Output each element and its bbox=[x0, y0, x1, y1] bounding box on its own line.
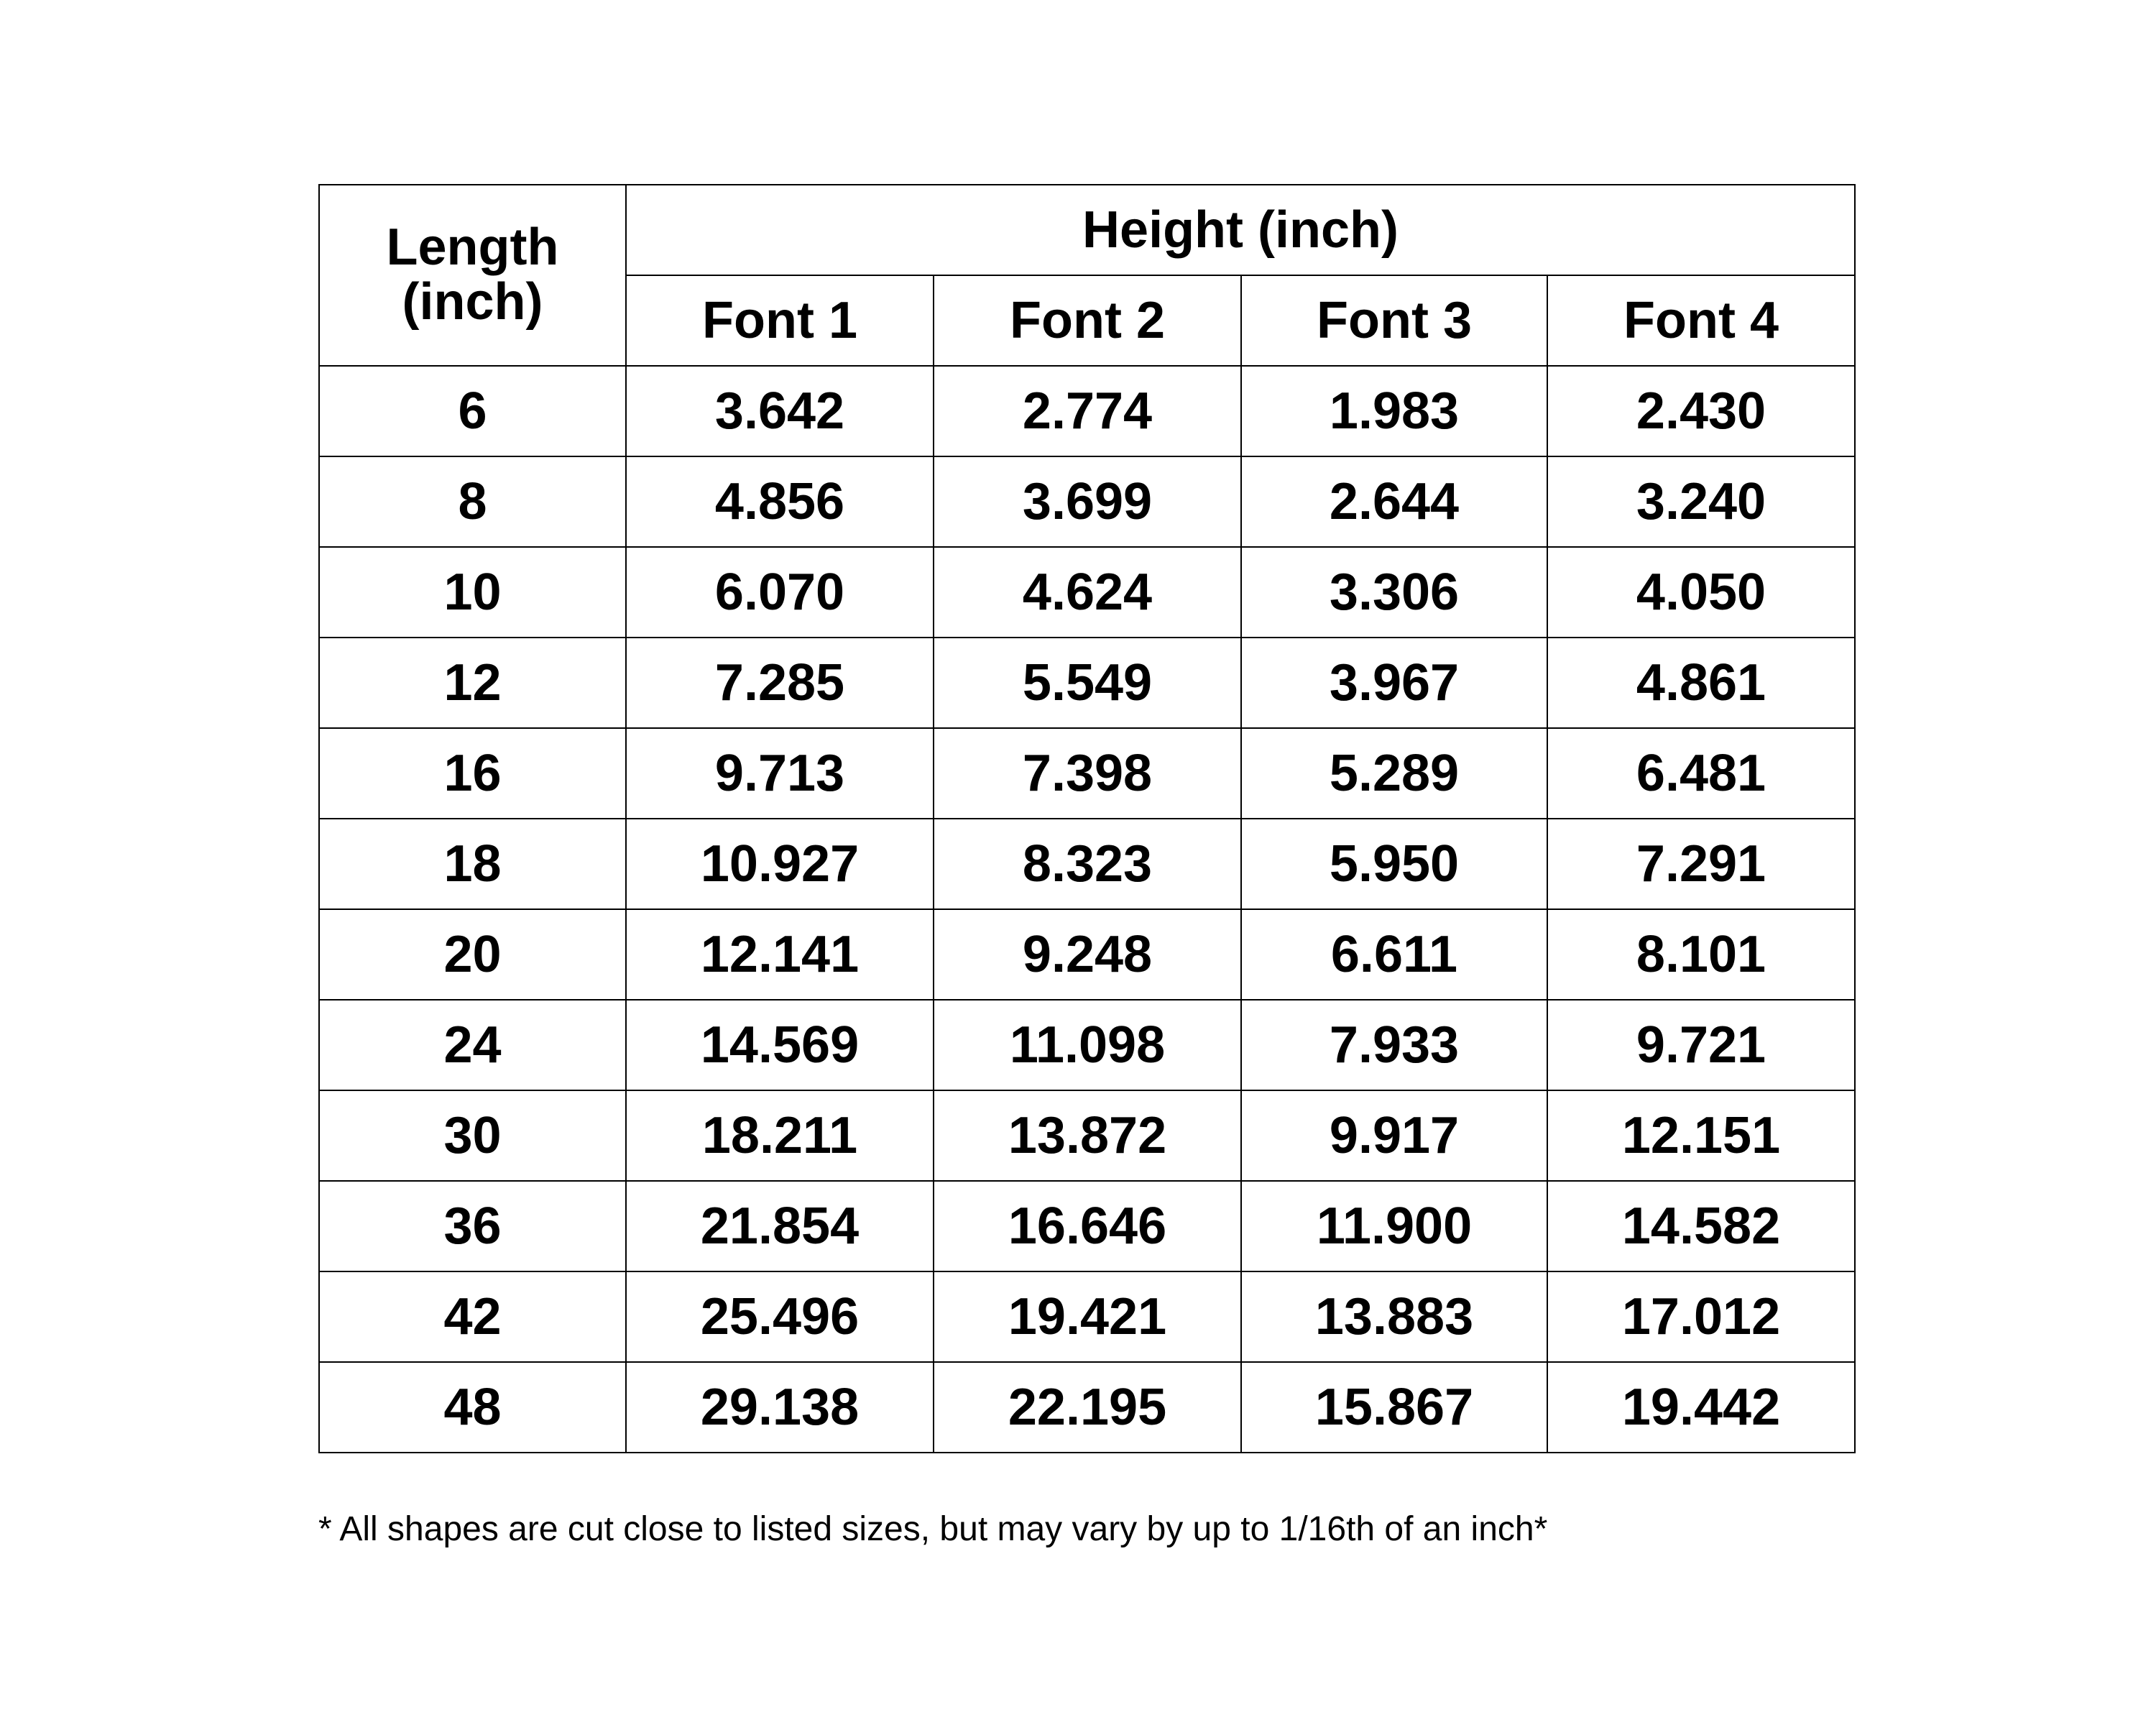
font-header: Font 2 bbox=[933, 275, 1242, 367]
table-row: 10 6.070 4.624 3.306 4.050 bbox=[318, 546, 1856, 638]
table-row: 16 9.713 7.398 5.289 6.481 bbox=[318, 727, 1856, 819]
length-cell: 12 bbox=[318, 637, 627, 729]
height-cell: 9.248 bbox=[933, 908, 1242, 1000]
height-cell: 7.285 bbox=[625, 637, 934, 729]
table-row: 8 4.856 3.699 2.644 3.240 bbox=[318, 456, 1856, 548]
height-cell: 7.933 bbox=[1240, 999, 1548, 1091]
length-cell: 16 bbox=[318, 727, 627, 819]
height-cell: 13.883 bbox=[1240, 1271, 1548, 1363]
height-cell: 11.900 bbox=[1240, 1180, 1548, 1272]
length-cell: 10 bbox=[318, 546, 627, 638]
height-cell: 6.070 bbox=[625, 546, 934, 638]
height-cell: 9.721 bbox=[1546, 999, 1856, 1091]
height-cell: 11.098 bbox=[933, 999, 1242, 1091]
font-header: Font 3 bbox=[1240, 275, 1548, 367]
length-cell: 20 bbox=[318, 908, 627, 1000]
height-cell: 3.306 bbox=[1240, 546, 1548, 638]
height-cell: 4.861 bbox=[1546, 637, 1856, 729]
height-cell: 14.582 bbox=[1546, 1180, 1856, 1272]
length-cell: 42 bbox=[318, 1271, 627, 1363]
height-cell: 19.442 bbox=[1546, 1361, 1856, 1453]
height-cell: 6.611 bbox=[1240, 908, 1548, 1000]
height-cell: 1.983 bbox=[1240, 365, 1548, 457]
height-cell: 13.872 bbox=[933, 1090, 1242, 1182]
table-row: 24 14.569 11.098 7.933 9.721 bbox=[318, 999, 1856, 1091]
height-cell: 5.549 bbox=[933, 637, 1242, 729]
height-cell: 2.430 bbox=[1546, 365, 1856, 457]
height-cell: 3.642 bbox=[625, 365, 934, 457]
size-table: Length (inch) Height (inch) Font 1 Font 2… bbox=[318, 184, 1856, 1453]
height-cell: 10.927 bbox=[625, 818, 934, 910]
height-cell: 7.398 bbox=[933, 727, 1242, 819]
font-header: Font 1 bbox=[625, 275, 934, 367]
height-cell: 12.151 bbox=[1546, 1090, 1856, 1182]
height-cell: 16.646 bbox=[933, 1180, 1242, 1272]
height-cell: 2.774 bbox=[933, 365, 1242, 457]
height-cell: 4.050 bbox=[1546, 546, 1856, 638]
length-header: Length (inch) bbox=[318, 184, 627, 367]
height-cell: 19.421 bbox=[933, 1271, 1242, 1363]
height-cell: 4.624 bbox=[933, 546, 1242, 638]
height-cell: 3.699 bbox=[933, 456, 1242, 548]
length-cell: 24 bbox=[318, 999, 627, 1091]
height-cell: 4.856 bbox=[625, 456, 934, 548]
table-row: 20 12.141 9.248 6.611 8.101 bbox=[318, 908, 1856, 1000]
length-cell: 6 bbox=[318, 365, 627, 457]
height-cell: 25.496 bbox=[625, 1271, 934, 1363]
table-row: 18 10.927 8.323 5.950 7.291 bbox=[318, 818, 1856, 910]
length-cell: 30 bbox=[318, 1090, 627, 1182]
height-cell: 9.713 bbox=[625, 727, 934, 819]
table-row: 36 21.854 16.646 11.900 14.582 bbox=[318, 1180, 1856, 1272]
font-header-row: Font 1 Font 2 Font 3 Font 4 bbox=[319, 275, 1856, 367]
table-row: 30 18.211 13.872 9.917 12.151 bbox=[318, 1090, 1856, 1182]
height-cell: 29.138 bbox=[625, 1361, 934, 1453]
height-cell: 18.211 bbox=[625, 1090, 934, 1182]
height-cell: 15.867 bbox=[1240, 1361, 1548, 1453]
height-cell: 14.569 bbox=[625, 999, 934, 1091]
height-cell: 22.195 bbox=[933, 1361, 1242, 1453]
height-cell: 21.854 bbox=[625, 1180, 934, 1272]
height-cell: 5.289 bbox=[1240, 727, 1548, 819]
length-cell: 36 bbox=[318, 1180, 627, 1272]
height-cell: 6.481 bbox=[1546, 727, 1856, 819]
height-header: Height (inch) bbox=[625, 184, 1856, 276]
height-cell: 3.967 bbox=[1240, 637, 1548, 729]
table-row: 12 7.285 5.549 3.967 4.861 bbox=[318, 637, 1856, 729]
table-row: 6 3.642 2.774 1.983 2.430 bbox=[318, 365, 1856, 457]
height-cell: 7.291 bbox=[1546, 818, 1856, 910]
length-cell: 48 bbox=[318, 1361, 627, 1453]
font-header: Font 4 bbox=[1546, 275, 1856, 367]
height-cell: 8.101 bbox=[1546, 908, 1856, 1000]
table-row: 42 25.496 19.421 13.883 17.012 bbox=[318, 1271, 1856, 1363]
height-cell: 3.240 bbox=[1546, 456, 1856, 548]
footnote: * All shapes are cut close to listed siz… bbox=[318, 1510, 1548, 1548]
height-cell: 17.012 bbox=[1546, 1271, 1856, 1363]
table-body: 6 3.642 2.774 1.983 2.430 8 4.856 3.699 2.644 3.2… bbox=[318, 365, 1856, 1453]
length-cell: 8 bbox=[318, 456, 627, 548]
header-row: Length (inch) Height (inch) bbox=[318, 184, 1856, 367]
table-row: 48 29.138 22.195 15.867 19.442 bbox=[318, 1361, 1856, 1453]
height-cell: 5.950 bbox=[1240, 818, 1548, 910]
height-cell: 2.644 bbox=[1240, 456, 1548, 548]
height-cell: 9.917 bbox=[1240, 1090, 1548, 1182]
height-cell: 12.141 bbox=[625, 908, 934, 1000]
height-cell: 8.323 bbox=[933, 818, 1242, 910]
length-cell: 18 bbox=[318, 818, 627, 910]
